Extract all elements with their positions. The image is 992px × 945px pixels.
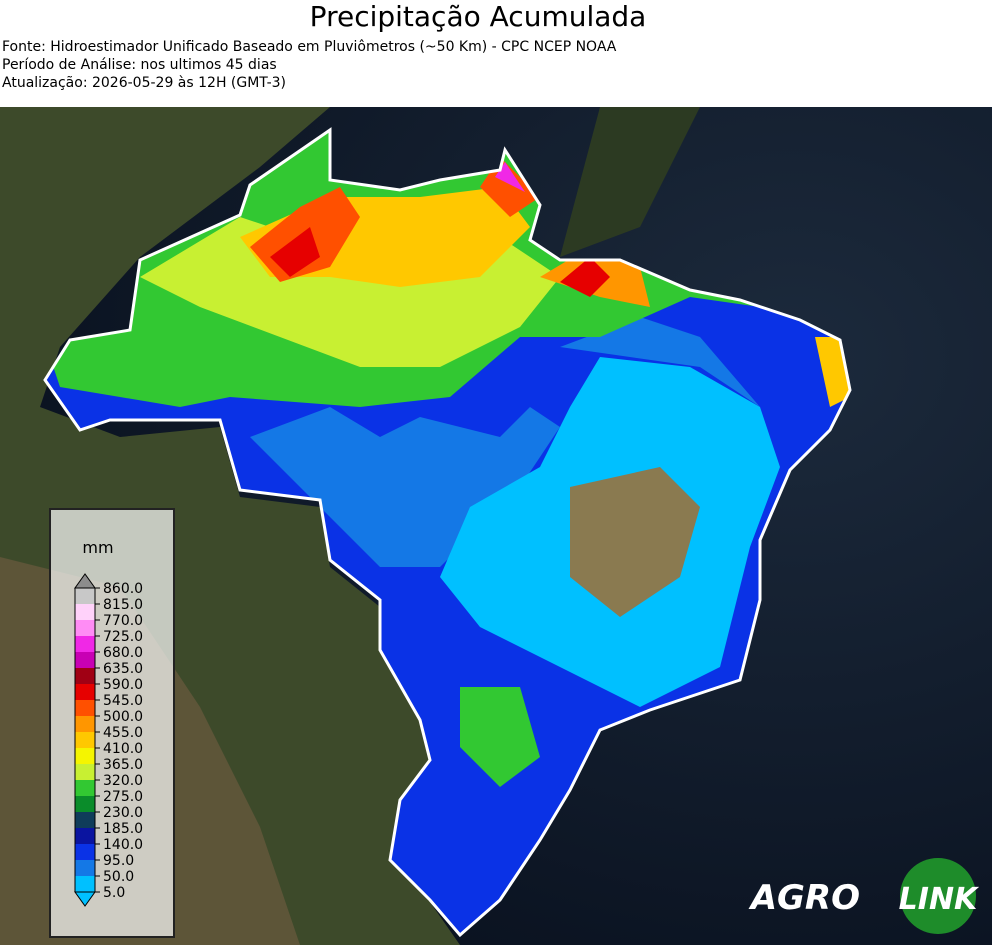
colorbar-label: 410.0 [103,741,143,757]
colorbar-label: 230.0 [103,805,143,821]
colorbar-band [75,780,95,796]
rain-zone [815,337,850,407]
colorbar-label: 140.0 [103,837,143,853]
colorbar-label: 320.0 [103,773,143,789]
colorbar-band [75,700,95,716]
rain-zone [560,317,760,407]
colorbar-label: 680.0 [103,645,143,661]
colorbar-band [75,876,95,892]
rain-zone [270,227,320,277]
colorbar-unit: mm [82,538,113,557]
logo-right: LINK [899,882,980,917]
colorbar-label: 275.0 [103,789,143,805]
logo-left: AGRO [748,878,860,918]
source-line: Fonte: Hidroestimador Unificado Baseado … [2,39,617,55]
colorbar-band [75,620,95,636]
colorbar-band [75,828,95,844]
rain-zone [570,467,700,617]
rain-zone [460,687,540,787]
colorbar: 5.050.095.0140.0185.0230.0275.0320.0365.… [74,573,143,907]
colorbar-box [49,508,175,938]
colorbar-band [75,764,95,780]
colorbar-label: 500.0 [103,709,143,725]
colorbar-band [75,812,95,828]
colorbar-band [75,860,95,876]
header: Precipitação Acumulada Fonte: Hidroestim… [0,0,992,106]
colorbar-label: 185.0 [103,821,143,837]
rain-zone [560,257,610,297]
logo-badge [900,858,976,934]
colorbar-label: 365.0 [103,757,143,773]
colorbar-band [75,684,95,700]
colorbar-label: 590.0 [103,677,143,693]
rain-zone [495,162,525,192]
colorbar-label: 5.0 [103,885,125,901]
colorbar-label: 770.0 [103,613,143,629]
rain-zone [250,407,560,567]
land-north [560,107,700,257]
colorbar-frame [74,587,96,893]
colorbar-band [75,668,95,684]
colorbar-band [75,604,95,620]
colorbar-band [75,844,95,860]
border [43,127,852,938]
colorbar-label: 860.0 [103,581,143,597]
colorbar-band [75,732,95,748]
colorbar-label: 50.0 [103,869,134,885]
colorbar-band [75,588,95,604]
title: Precipitação Acumulada [309,0,647,33]
colorbar-label: 455.0 [103,725,143,741]
colorbar-label: 635.0 [103,661,143,677]
colorbar-band [75,652,95,668]
colorbar-label: 95.0 [103,853,134,869]
period-line: Período de Análise: nos ultimos 45 dias [2,57,277,73]
colorbar-band [75,716,95,732]
update-line: Atualização: 2026-05-29 às 12H (GMT-3) [2,75,286,91]
colorbar-band [75,796,95,812]
colorbar-band [75,748,95,764]
colorbar-label: 725.0 [103,629,143,645]
colorbar-label: 545.0 [103,693,143,709]
colorbar-band [75,636,95,652]
map: mm 5.050.095.0140.0185.0230.0275.0320.03… [0,107,992,945]
colorbar-label: 815.0 [103,597,143,613]
